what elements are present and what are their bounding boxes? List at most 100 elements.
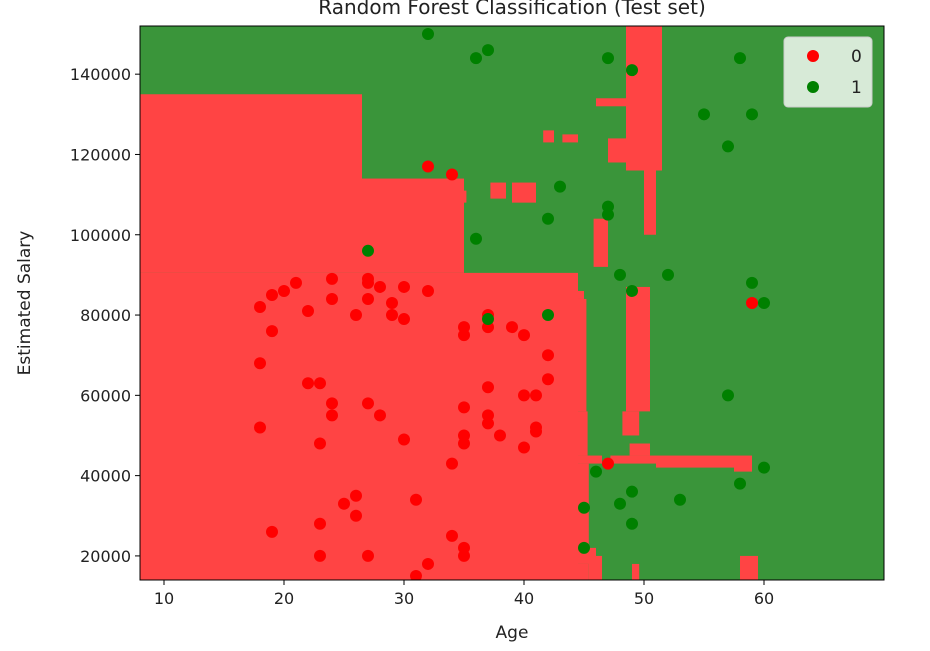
data-point-class-0 <box>410 569 422 580</box>
data-point-class-1 <box>746 108 758 121</box>
data-point-class-0 <box>446 457 458 470</box>
decision-region-class-0-cell <box>512 182 536 203</box>
data-point-class-0 <box>254 357 266 370</box>
data-point-class-0 <box>266 288 278 301</box>
data-point-class-0 <box>530 425 542 438</box>
data-point-class-1 <box>578 541 590 554</box>
x-tick-label: 20 <box>274 589 294 608</box>
y-tick-label: 20000 <box>80 547 131 566</box>
decision-regions-class-0 <box>140 26 758 580</box>
data-point-class-0 <box>386 309 398 322</box>
data-point-class-0 <box>374 280 386 293</box>
x-tick-label: 10 <box>154 589 174 608</box>
decision-region-class-0-cell <box>490 182 506 199</box>
data-point-class-1 <box>662 268 674 281</box>
data-point-class-0 <box>518 389 530 402</box>
data-point-class-0 <box>266 325 278 338</box>
decision-region-class-0-cell <box>588 555 602 580</box>
y-axis-label: Estimated Salary <box>15 231 35 376</box>
plot-frame <box>139 25 885 581</box>
data-point-class-1 <box>470 52 482 65</box>
data-point-class-0 <box>254 421 266 434</box>
data-point-class-1 <box>698 108 710 121</box>
data-point-class-0 <box>494 429 506 442</box>
data-point-class-1 <box>722 389 734 402</box>
data-point-class-1 <box>470 232 482 245</box>
y-tick-label: 40000 <box>80 467 131 486</box>
decision-region-class-0-cell <box>140 94 362 273</box>
legend: 01 <box>783 36 873 108</box>
data-point-class-0 <box>398 280 410 293</box>
y-tick-label: 100000 <box>70 226 131 245</box>
data-point-class-0 <box>302 377 314 390</box>
data-point-class-1 <box>542 212 554 225</box>
decision-region-class-0-cell <box>562 134 578 143</box>
data-point-class-0 <box>362 292 374 305</box>
data-point-class-0 <box>518 329 530 342</box>
decision-region-class-0-cell <box>362 178 464 273</box>
legend-label: 1 <box>851 78 862 98</box>
data-point-class-1 <box>422 28 434 41</box>
decision-region-class-0-cell <box>461 190 467 203</box>
data-point-class-1 <box>482 44 494 57</box>
data-point-class-0 <box>278 284 290 297</box>
data-point-class-0 <box>326 272 338 285</box>
data-point-class-0 <box>350 309 362 322</box>
data-point-class-1 <box>626 284 638 297</box>
data-point-class-0 <box>326 397 338 410</box>
data-point-class-1 <box>602 52 614 65</box>
data-point-class-1 <box>482 313 494 326</box>
data-points <box>254 28 770 580</box>
decision-region-class-0-cell <box>500 351 524 356</box>
y-tick-label: 60000 <box>80 386 131 405</box>
data-point-class-1 <box>734 52 746 65</box>
data-point-class-0 <box>326 292 338 305</box>
decision-region-class-0-cell <box>626 286 650 412</box>
data-point-class-1 <box>734 477 746 490</box>
data-point-class-0 <box>362 276 374 289</box>
data-point-class-0 <box>458 401 470 414</box>
data-point-class-0 <box>338 497 350 510</box>
decision-region-class-0-cell <box>578 290 584 299</box>
decision-region-class-0-cell <box>629 443 650 456</box>
decision-region-class-0-cell <box>568 351 576 356</box>
legend-marker <box>807 50 819 62</box>
decision-region-class-0-cell <box>632 563 640 580</box>
data-point-class-0 <box>746 297 758 309</box>
data-point-class-1 <box>554 180 566 193</box>
data-point-class-0 <box>422 557 434 570</box>
decision-region-class-0-cell <box>656 455 734 468</box>
decision-region-class-0-cell <box>578 455 602 464</box>
data-point-class-0 <box>482 381 494 394</box>
data-point-class-1 <box>362 244 374 257</box>
chart-title: Random Forest Classification (Test set) <box>318 0 706 19</box>
data-point-class-0 <box>290 276 302 289</box>
x-tick-label: 40 <box>514 589 534 608</box>
data-point-class-0 <box>314 549 326 562</box>
x-axis-ticks: 10 20 30 40 50 60 <box>154 580 774 608</box>
legend-box <box>783 36 873 108</box>
x-tick-label: 30 <box>394 589 414 608</box>
data-point-class-1 <box>590 465 602 478</box>
data-point-class-0 <box>314 437 326 450</box>
decision-region-class-0-cell <box>140 272 578 580</box>
decision-region-class-0-cell <box>575 339 584 344</box>
data-point-class-0 <box>314 377 326 390</box>
data-point-class-0 <box>350 489 362 502</box>
decision-region-class-0-cell <box>543 130 554 143</box>
decision-region-class-0-cell <box>578 563 589 580</box>
data-point-class-0 <box>362 549 374 562</box>
data-point-class-0 <box>446 168 458 181</box>
data-point-class-0 <box>362 397 374 410</box>
decision-region-class-0-cell <box>640 323 650 336</box>
decision-region-class-0-cell <box>578 298 587 412</box>
y-axis-ticks: 20000 40000 60000 80000 100000 120000 140000 <box>70 65 140 566</box>
decision-region-class-0-cell <box>740 555 758 580</box>
decision-region-class-0-cell <box>596 98 632 107</box>
data-point-class-0 <box>542 373 554 386</box>
data-point-class-1 <box>602 208 614 221</box>
y-tick-label: 80000 <box>80 306 131 325</box>
data-point-class-0 <box>542 349 554 362</box>
data-point-class-0 <box>602 457 614 470</box>
